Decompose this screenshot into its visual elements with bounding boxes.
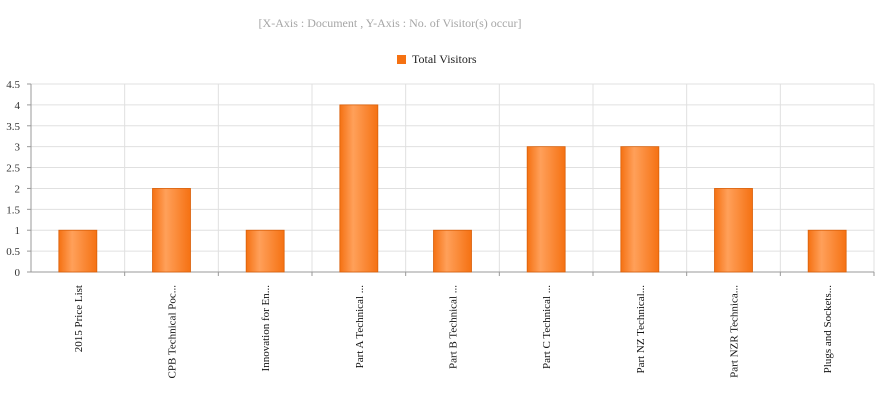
bar <box>245 229 285 273</box>
x-tick-label: Plugs and Sockets... <box>822 285 834 374</box>
x-tick-label: Part B Technical ... <box>448 285 460 369</box>
x-tick-label: Part C Technical ... <box>541 285 553 369</box>
bar <box>714 188 753 273</box>
y-tick-label: 4.5 <box>6 79 20 91</box>
bar <box>620 146 660 273</box>
legend: Total Visitors <box>397 52 477 67</box>
bar <box>339 104 379 273</box>
legend-swatch <box>397 55 406 64</box>
y-tick-label: 4 <box>15 100 21 112</box>
bar <box>58 229 98 273</box>
y-tick-label: 0 <box>15 267 21 279</box>
y-tick-label: 0.5 <box>6 246 20 258</box>
x-tick-label: Part A Technical ... <box>354 285 366 369</box>
y-tick-label: 3 <box>15 142 21 154</box>
x-tick-label: Part NZ Technical... <box>635 285 647 374</box>
x-tick-label: 2015 Price List <box>73 285 85 352</box>
bar <box>433 229 472 273</box>
x-tick-label: Innovation for En... <box>260 285 272 372</box>
y-tick-label: 2.5 <box>6 163 20 175</box>
legend-label: Total Visitors <box>412 52 477 66</box>
bar <box>526 146 566 273</box>
x-tick-label: Part NZR Technica... <box>729 285 741 378</box>
bar <box>807 229 847 273</box>
chart-subtitle: [X-Axis : Document , Y-Axis : No. of Vis… <box>258 16 522 30</box>
x-tick-label: CPB Technical Poc... <box>167 285 179 379</box>
y-tick-label: 3.5 <box>6 121 20 133</box>
y-tick-label: 2 <box>15 183 21 195</box>
bar <box>152 188 191 273</box>
y-tick-label: 1 <box>15 225 21 237</box>
y-tick-label: 1.5 <box>6 204 20 216</box>
